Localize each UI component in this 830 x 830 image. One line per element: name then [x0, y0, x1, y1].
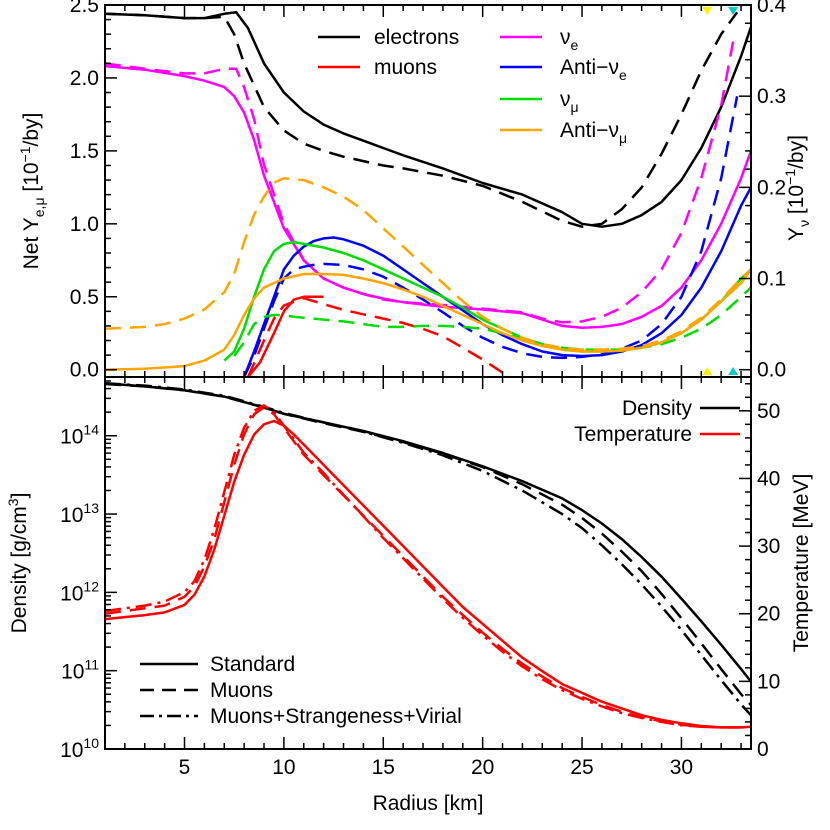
x-tick-label: 20 — [471, 756, 494, 779]
legend-label-muons: muons — [374, 56, 437, 79]
bottom-left-y-tick-label: 1011 — [61, 657, 99, 684]
top-series-line-6 — [242, 186, 751, 377]
top-series-line-11 — [105, 176, 751, 351]
top-left-y-tick-label: 0.5 — [70, 286, 99, 309]
top-right-y-tick-label: 0.2 — [757, 176, 786, 199]
bottom-series-line-2 — [105, 382, 751, 717]
top-right-y-tick-label: 0.4 — [757, 0, 787, 17]
bottom-left-y-tick-label: 1010 — [60, 735, 99, 762]
x-tick-label: 15 — [372, 756, 395, 779]
top-series-line-7 — [242, 95, 739, 377]
top-series-line-10 — [105, 268, 751, 371]
bottom-right-y-tick-label: 50 — [757, 400, 780, 423]
legend-label-density: Density — [622, 397, 693, 420]
legend-label-standard: Standard — [210, 653, 295, 676]
top-left-y-tick-label: 0.0 — [70, 359, 99, 382]
top-right-y-tick-label: 0.1 — [757, 268, 786, 291]
legend-label-anti-nu-mu: Anti−νμ — [560, 119, 627, 146]
bottom-right-y-tick-label: 40 — [757, 467, 780, 490]
axis-tick-labels: 5 10 15 20 25 30 0.0 0.5 1.0 1.5 2.0 2.5 0.0 0.1 0.2 0.… — [60, 0, 786, 779]
bottom-right-y-tick-label: 30 — [757, 535, 780, 558]
top-series-line-4 — [105, 64, 751, 330]
top-series-line-0 — [105, 11, 751, 228]
top-series-line-3 — [246, 296, 504, 377]
bottom-right-y-tick-label: 10 — [757, 670, 780, 693]
legend-label-nu-e: νe — [560, 26, 579, 53]
top-panel-series — [105, 11, 751, 377]
bottom-legend-quantity: Density Temperature — [574, 397, 740, 446]
bottom-left-y-tick-label: 1012 — [60, 578, 99, 605]
top-marker-lower — [702, 367, 713, 375]
legend-label-muons-model: Muons — [210, 679, 273, 702]
top-left-y-tick-label: 1.0 — [70, 213, 99, 236]
bottom-legend-models: Standard Muons Muons+Strangeness+Virial — [140, 653, 462, 728]
top-legend: electrons muons νe Anti−νe νμ Anti−νμ — [318, 26, 627, 146]
x-tick-label: 30 — [670, 756, 693, 779]
x-tick-label: 10 — [272, 756, 295, 779]
axis-ticks — [105, 4, 751, 750]
top-marker-lower — [728, 367, 739, 375]
top-series-line-2 — [247, 295, 324, 377]
top-series-line-5 — [105, 41, 735, 324]
top-series-line-9 — [233, 286, 751, 357]
legend-label-anti-nu-e: Anti−νe — [560, 56, 627, 83]
x-tick-label: 5 — [179, 756, 191, 779]
top-right-y-tick-label: 0.3 — [757, 85, 786, 108]
top-panel-markers — [702, 7, 739, 375]
bottom-right-y-tick-label: 20 — [757, 603, 780, 626]
top-left-y-tick-label: 2.5 — [70, 0, 99, 17]
legend-label-strangeness: Muons+Strangeness+Virial — [210, 705, 462, 728]
top-left-y-tick-label: 2.0 — [70, 67, 99, 90]
bottom-series-line-5 — [105, 404, 751, 729]
bottom-panel-frame — [104, 376, 752, 750]
legend-label-electrons: electrons — [374, 26, 459, 49]
top-right-y-tick-label: 0.0 — [757, 359, 786, 382]
top-marker-upper — [702, 7, 713, 15]
bottom-left-y-tick-label: 1014 — [60, 422, 99, 449]
x-axis-label: Radius [km] — [373, 792, 484, 815]
bottom-series-line-4 — [105, 406, 751, 729]
legend-label-temperature: Temperature — [574, 423, 692, 446]
bottom-series-line-1 — [105, 382, 751, 706]
top-right-axis-label: Yν [10−1/by] — [782, 135, 812, 241]
legend-label-nu-mu: νμ — [560, 88, 579, 115]
top-marker-upper — [728, 7, 739, 15]
x-tick-label: 25 — [570, 756, 593, 779]
bottom-left-axis-label: Density [g/cm3] — [5, 493, 31, 634]
bottom-right-axis-label: Temperature [MeV] — [790, 474, 813, 653]
top-left-y-tick-label: 1.5 — [70, 140, 99, 163]
bottom-left-y-tick-label: 1013 — [60, 500, 99, 527]
bottom-right-y-tick-label: 0 — [757, 738, 769, 761]
top-left-axis-label: Net Ye,μ [10−1/by] — [17, 113, 47, 270]
bottom-series-line-3 — [105, 419, 751, 729]
top-series-line-1 — [105, 11, 739, 228]
bottom-panel-series — [105, 382, 751, 729]
